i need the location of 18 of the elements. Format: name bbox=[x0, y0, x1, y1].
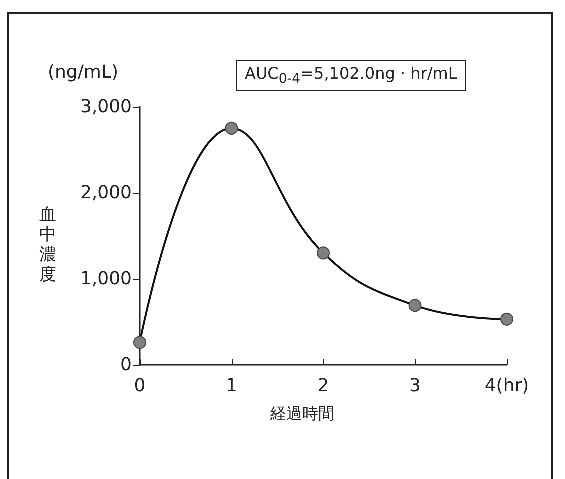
point bbox=[408, 299, 422, 312]
point bbox=[500, 312, 514, 326]
point bbox=[225, 122, 238, 135]
point bbox=[317, 246, 330, 260]
y-tick-label: 2,000 bbox=[80, 182, 132, 204]
x-tick-label: 4(hr) bbox=[484, 376, 530, 396]
x-tick-label: 3 bbox=[410, 376, 421, 396]
text: (ng/mL) bbox=[48, 62, 119, 83]
x-axis-title: 経過時間 bbox=[270, 404, 336, 425]
y-axis-title: 血中濃度 bbox=[38, 205, 58, 285]
x-tick-label: 1 bbox=[226, 376, 238, 396]
x-tick-label: 2 bbox=[318, 376, 330, 396]
point bbox=[134, 336, 146, 350]
text: AUC$_{0-4}$=5,102.0ng · hr/mL bbox=[236, 60, 466, 92]
y-tick-label: 3,000 bbox=[80, 96, 132, 118]
y-tick-label: 0 bbox=[120, 354, 132, 376]
x-tick-label: 0 bbox=[134, 376, 146, 396]
y-tick-label: 1,000 bbox=[80, 268, 132, 290]
